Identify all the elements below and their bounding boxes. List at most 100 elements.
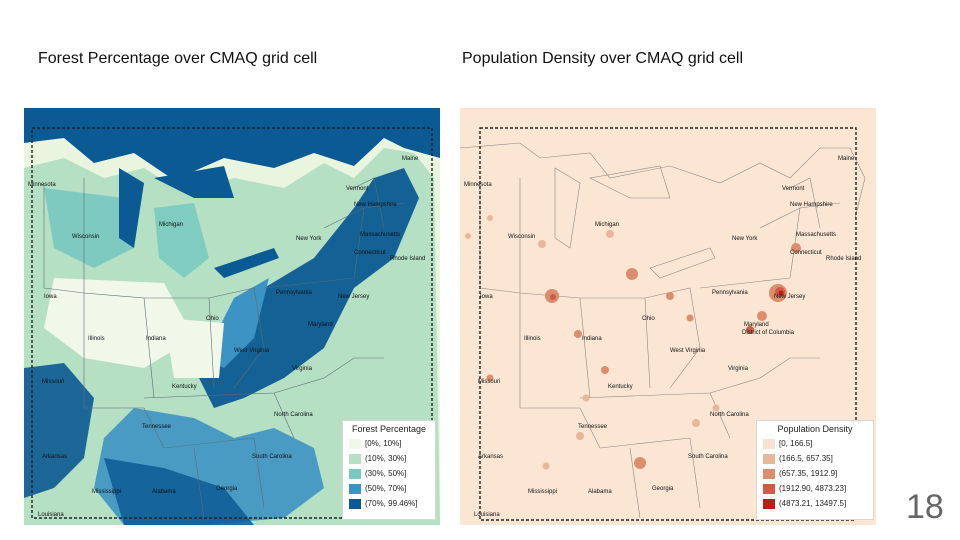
forest-state-label-georgia: Georgia [216,486,238,492]
population-state-label-alabama: Alabama [588,489,612,495]
hotspot-minneapolis [487,215,493,221]
forest-legend-label: (70%, 99.46%] [365,499,418,508]
forest-legend-swatch [349,498,361,509]
forest-zone-michigan [154,203,209,278]
forest-zone-ozark [24,363,94,498]
population-legend-entry: (4873.21, 13497.5] [763,496,867,511]
hotspot-pittsburgh [686,314,694,322]
population-legend-entries: [0, 166.5] (166.5, 657.35] (657.35, 1912.9… [763,436,867,511]
population-state-label-rhode-island: Rhode Island [826,256,861,262]
population-legend-label: [0, 166.5] [779,439,813,448]
forest-state-label-illinois: Illinois [88,336,105,342]
forest-state-label-tennessee: Tennessee [142,424,172,430]
forest-state-label-michigan: Michigan [159,222,183,228]
population-density-map: Minnesota Wisconsin Michigan Iowa Illinois In… [460,108,876,525]
population-legend-swatch [763,468,775,479]
forest-legend: Forest Percentage [0%, 10%] (10%, 30%] (30… [342,420,436,520]
hotspot-west-edge [465,233,471,239]
forest-percentage-map: Minnesota Wisconsin Michigan Iowa Illinois In… [24,108,440,525]
population-state-label-louisiana: Louisiana [474,512,500,518]
population-state-label-indiana: Indiana [582,336,602,342]
population-state-label-kentucky: Kentucky [608,384,633,390]
hotspot-new-york-core [778,290,784,296]
population-state-label-new-jersey: New Jersey [774,294,805,300]
hotspot-atlanta [634,457,646,469]
forest-legend-entry: (70%, 99.46%] [349,496,429,511]
population-legend-entry: (657.35, 1912.9] [763,466,867,481]
population-state-label-south-carolina: South Carolina [688,454,728,460]
forest-legend-swatch [349,468,361,479]
forest-zone-appalachian [199,168,419,408]
forest-state-label-pennsylvania: Pennsylvania [276,290,312,296]
population-legend: Population Density [0, 166.5] (166.5, 657… [756,420,874,520]
forest-zone-cornbelt [44,278,194,368]
hotspot-cincinnati [601,366,609,374]
forest-state-label-new-hampshire: New Hampshire [354,202,397,208]
forest-legend-swatch [349,453,361,464]
forest-state-labels: Minnesota Wisconsin Michigan Iowa Illinois In… [28,156,425,518]
population-legend-label: (4873.21, 13497.5] [779,499,847,508]
population-legend-swatch [763,453,775,464]
population-legend-entry: [0, 166.5] [763,436,867,451]
forest-map-canvas: Minnesota Wisconsin Michigan Iowa Illinois In… [24,108,440,525]
hotspot-nashville [576,432,584,440]
population-state-label-maryland: Maryland [744,322,769,328]
population-state-label-wisconsin: Wisconsin [508,234,535,240]
forest-state-label-missouri: Missouri [42,379,64,385]
population-state-label-north-carolina: North Carolina [710,412,749,418]
forest-zone-wisconsin [44,188,134,268]
population-state-label-pennsylvania: Pennsylvania [712,290,748,296]
population-state-label-mississippi: Mississippi [528,489,557,495]
hotspot-philadelphia [757,311,767,321]
population-state-label-new-hampshire: New Hampshire [790,202,833,208]
forest-state-label-massachusetts: Massachusetts [360,232,400,238]
population-state-label-illinois: Illinois [524,336,541,342]
forest-state-label-virginia: Virginia [292,366,313,372]
population-legend-label: (1912.90, 4873.23] [779,484,847,493]
population-state-label-michigan: Michigan [595,222,619,228]
forest-legend-label: [0%, 10%] [365,439,402,448]
forest-state-label-louisiana: Louisiana [38,512,64,518]
forest-state-label-ohio: Ohio [206,316,219,322]
forest-state-borders [43,177,405,519]
population-state-label-tennessee: Tennessee [578,424,608,430]
lake-superior-huron [154,166,234,198]
hotspot-boston [791,243,801,253]
hotspot-detroit [626,268,638,280]
population-state-label-missouri: Missouri [478,379,500,385]
forest-state-label-minnesota: Minnesota [28,182,56,188]
forest-state-label-alabama: Alabama [152,489,176,495]
population-state-label-west-virginia: West Virginia [670,348,706,354]
lake-michigan [119,168,144,248]
forest-zone-south [104,458,254,525]
forest-state-label-rhode-island: Rhode Island [390,256,425,262]
forest-state-label-north-carolina: North Carolina [274,412,313,418]
population-legend-swatch [763,438,775,449]
forest-state-label-maine: Maine [402,156,419,162]
hotspot-raleigh [712,404,720,412]
forest-legend-entry: (10%, 30%] [349,451,429,466]
population-state-label-arkansas: Arkansas [478,454,503,460]
forest-legend-swatch [349,438,361,449]
forest-legend-title: Forest Percentage [351,424,427,434]
forest-map-title: Forest Percentage over CMAQ grid cell [38,50,318,67]
forest-zone-north [24,108,440,180]
population-state-label-new-york: New York [732,236,758,242]
forest-state-label-vermont: Vermont [346,186,369,192]
population-state-label-vermont: Vermont [782,186,805,192]
population-legend-swatch [763,483,775,494]
hotspot-chicago-core [550,294,556,300]
forest-state-label-maryland: Maryland [308,322,333,328]
forest-state-label-new-jersey: New Jersey [338,294,369,300]
hotspot-baltimore-washington [746,326,754,334]
hotspot-charlotte [692,419,700,427]
population-state-label-district-of-columbia: District of Columbia [742,330,795,336]
hotspot-cleveland [666,292,674,300]
hotspot-indianapolis [574,330,582,338]
population-state-label-massachusetts: Massachusetts [796,232,836,238]
population-map-title: Population Density over CMAQ grid cell [462,50,744,67]
hotspot-birmingham [542,462,550,470]
population-legend-label: (657.35, 1912.9] [779,469,838,478]
forest-state-label-kentucky: Kentucky [172,384,197,390]
forest-legend-swatch [349,483,361,494]
